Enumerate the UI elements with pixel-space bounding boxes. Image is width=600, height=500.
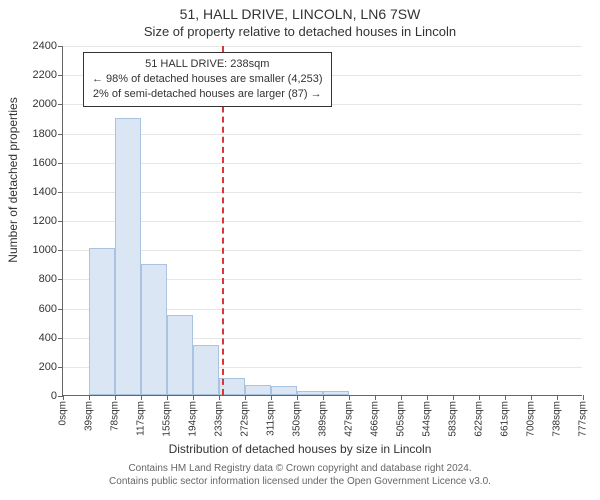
y-tick bbox=[58, 192, 63, 193]
x-tick bbox=[63, 395, 64, 400]
histogram-bar bbox=[271, 386, 297, 395]
x-tick bbox=[349, 395, 350, 400]
y-tick bbox=[58, 46, 63, 47]
x-tick bbox=[89, 395, 90, 400]
y-tick-label: 1400 bbox=[33, 186, 57, 198]
y-tick-label: 2400 bbox=[33, 40, 57, 52]
y-tick bbox=[58, 279, 63, 280]
x-tick-label: 155sqm bbox=[162, 401, 173, 437]
y-tick-label: 2000 bbox=[33, 98, 57, 110]
x-tick-label: 350sqm bbox=[292, 401, 303, 437]
y-tick bbox=[58, 134, 63, 135]
plot-area: 0200400600800100012001400160018002000220… bbox=[62, 46, 582, 396]
y-tick-label: 1200 bbox=[33, 215, 57, 227]
x-tick-label: 39sqm bbox=[84, 401, 95, 431]
histogram-bar bbox=[245, 385, 271, 395]
x-tick-label: 78sqm bbox=[110, 401, 121, 431]
x-axis-label: Distribution of detached houses by size … bbox=[0, 442, 600, 456]
x-tick-label: 427sqm bbox=[344, 401, 355, 437]
y-tick bbox=[58, 338, 63, 339]
x-tick bbox=[141, 395, 142, 400]
annotation-line1: 51 HALL DRIVE: 238sqm bbox=[92, 57, 323, 72]
gridline bbox=[63, 46, 582, 47]
y-tick-label: 1000 bbox=[33, 244, 57, 256]
annotation-line2: ← 98% of detached houses are smaller (4,… bbox=[92, 72, 323, 87]
x-tick-label: 505sqm bbox=[396, 401, 407, 437]
histogram-bar bbox=[115, 118, 141, 395]
x-tick-label: 622sqm bbox=[474, 401, 485, 437]
y-tick-label: 200 bbox=[39, 361, 57, 373]
x-tick bbox=[531, 395, 532, 400]
y-tick-label: 400 bbox=[39, 332, 57, 344]
x-tick bbox=[479, 395, 480, 400]
x-tick-label: 777sqm bbox=[578, 401, 589, 437]
y-tick-label: 2200 bbox=[33, 69, 57, 81]
x-tick bbox=[167, 395, 168, 400]
x-tick bbox=[583, 395, 584, 400]
histogram-bar bbox=[89, 248, 115, 395]
x-tick bbox=[245, 395, 246, 400]
x-tick-label: 466sqm bbox=[370, 401, 381, 437]
y-tick bbox=[58, 221, 63, 222]
y-tick-label: 1800 bbox=[33, 128, 57, 140]
x-tick bbox=[557, 395, 558, 400]
x-tick bbox=[271, 395, 272, 400]
histogram-bar bbox=[141, 264, 167, 395]
footer-line2: Contains public sector information licen… bbox=[0, 475, 600, 488]
x-tick-label: 700sqm bbox=[526, 401, 537, 437]
chart-container: 51, HALL DRIVE, LINCOLN, LN6 7SW Size of… bbox=[0, 0, 600, 500]
x-tick bbox=[193, 395, 194, 400]
title-subtitle: Size of property relative to detached ho… bbox=[0, 24, 600, 39]
histogram-bar bbox=[297, 391, 323, 395]
x-tick bbox=[401, 395, 402, 400]
x-tick bbox=[505, 395, 506, 400]
histogram-bar bbox=[323, 391, 349, 395]
x-tick-label: 0sqm bbox=[58, 401, 69, 425]
x-tick-label: 194sqm bbox=[188, 401, 199, 437]
y-tick-label: 600 bbox=[39, 303, 57, 315]
x-tick bbox=[297, 395, 298, 400]
y-tick bbox=[58, 75, 63, 76]
histogram-bar bbox=[193, 345, 219, 395]
x-tick bbox=[323, 395, 324, 400]
y-axis-label: Number of detached properties bbox=[6, 0, 26, 430]
title-address: 51, HALL DRIVE, LINCOLN, LN6 7SW bbox=[0, 6, 600, 22]
footer-attribution: Contains HM Land Registry data © Crown c… bbox=[0, 462, 600, 488]
x-tick bbox=[219, 395, 220, 400]
y-tick-label: 800 bbox=[39, 273, 57, 285]
x-tick-label: 583sqm bbox=[448, 401, 459, 437]
y-tick bbox=[58, 309, 63, 310]
y-tick bbox=[58, 163, 63, 164]
footer-line1: Contains HM Land Registry data © Crown c… bbox=[0, 462, 600, 475]
annotation-box: 51 HALL DRIVE: 238sqm ← 98% of detached … bbox=[83, 52, 332, 107]
x-tick-label: 738sqm bbox=[552, 401, 563, 437]
x-tick bbox=[427, 395, 428, 400]
y-tick-label: 1600 bbox=[33, 157, 57, 169]
x-tick-label: 544sqm bbox=[422, 401, 433, 437]
x-tick-label: 272sqm bbox=[240, 401, 251, 437]
annotation-line3: 2% of semi-detached houses are larger (8… bbox=[92, 87, 323, 102]
x-tick bbox=[453, 395, 454, 400]
x-tick-label: 311sqm bbox=[266, 401, 277, 436]
x-tick bbox=[115, 395, 116, 400]
x-tick-label: 117sqm bbox=[136, 401, 147, 436]
x-tick-label: 389sqm bbox=[318, 401, 329, 437]
y-tick bbox=[58, 104, 63, 105]
x-tick-label: 661sqm bbox=[500, 401, 511, 437]
x-tick bbox=[375, 395, 376, 400]
y-tick-label: 0 bbox=[51, 390, 57, 402]
y-tick bbox=[58, 250, 63, 251]
histogram-bar bbox=[167, 315, 193, 395]
x-tick-label: 233sqm bbox=[214, 401, 225, 437]
y-tick bbox=[58, 367, 63, 368]
